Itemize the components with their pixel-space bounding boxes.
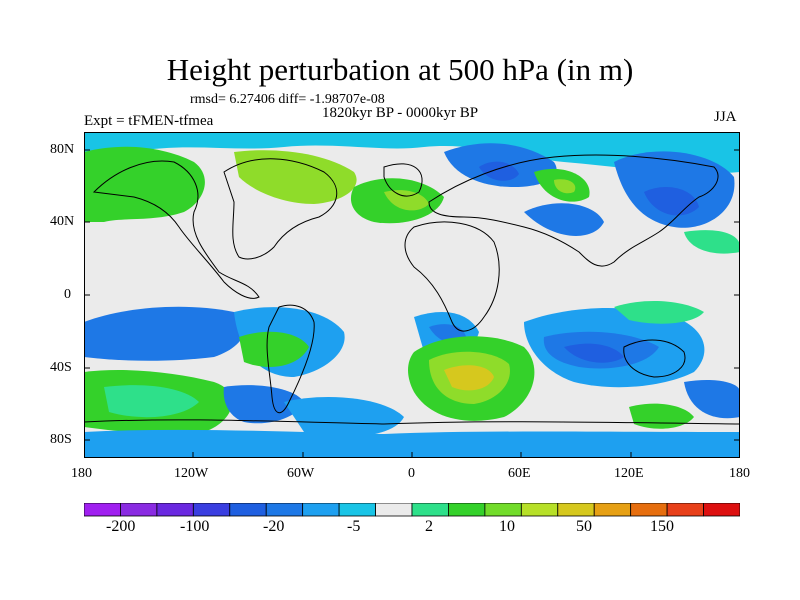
field-contours [84, 132, 740, 458]
period-label: 1820kyr BP - 0000kyr BP [322, 105, 479, 121]
lon-label-60w: 60W [287, 466, 315, 481]
contour-region [84, 132, 740, 174]
contour-region [444, 365, 494, 391]
colorbar-swatch [484, 503, 522, 517]
colorbar-label: -5 [347, 518, 361, 535]
contour-region [524, 203, 604, 236]
stats-label: rmsd= 6.27406 diff= -1.98707e-08 [190, 92, 385, 107]
lat-label-40s: 40S [50, 360, 72, 375]
colorbar-swatch [557, 503, 595, 517]
colorbar-swatch [229, 503, 267, 517]
colorbar [84, 503, 740, 517]
lat-label-80n: 80N [50, 142, 75, 157]
contour-region [84, 429, 740, 458]
contour-region [84, 306, 245, 361]
colorbar-swatch [302, 503, 340, 517]
colorbar-label: 150 [650, 518, 674, 535]
experiment-label: Expt = tFMEN-tfmea [84, 113, 214, 129]
colorbar-swatch [120, 503, 158, 517]
season-label: JJA [714, 109, 737, 125]
colorbar-swatch [703, 503, 740, 517]
colorbar-swatch [630, 503, 668, 517]
colorbar-swatch [448, 503, 486, 517]
lat-ticks [84, 149, 740, 441]
contour-region [554, 179, 576, 194]
contour-region [284, 397, 404, 437]
colorbar-swatch [411, 503, 449, 517]
colorbar-swatch [265, 503, 304, 517]
colorbar-label: 10 [499, 518, 515, 535]
lon-label-0: 0 [408, 466, 415, 481]
contour-region [239, 331, 309, 367]
colorbar-label: -200 [106, 518, 136, 535]
colorbar-swatch [520, 503, 559, 517]
contour-region [614, 300, 704, 324]
lat-label-80s: 80S [50, 432, 72, 447]
lon-label-120w: 120W [174, 466, 209, 481]
contour-region [104, 385, 199, 418]
colorbar-swatch [84, 503, 121, 517]
colorbar-swatch [192, 503, 231, 517]
plot-title: Height perturbation at 500 hPa (in m) [166, 52, 634, 87]
colorbar-label: 50 [576, 518, 592, 535]
contour-map [84, 132, 740, 458]
lon-label-60e: 60E [508, 466, 531, 481]
colorbar-label: 2 [425, 518, 433, 535]
coastlines [84, 154, 740, 425]
contour-region [384, 190, 429, 211]
contour-region [684, 380, 740, 419]
lat-label-0: 0 [64, 287, 71, 302]
lon-label-180e: 180 [729, 466, 750, 481]
colorbar-swatch [666, 503, 704, 517]
colorbar-label: -20 [263, 518, 285, 535]
colorbar-swatch [156, 503, 194, 517]
contour-region [223, 385, 304, 424]
contour-region [564, 343, 624, 363]
lon-label-120e: 120E [614, 466, 644, 481]
contour-region [234, 150, 357, 204]
contour-region [479, 161, 519, 181]
lon-label-180w: 180 [71, 466, 92, 481]
colorbar-label: -100 [180, 518, 210, 535]
contour-region [684, 230, 740, 254]
colorbar-swatch [338, 503, 376, 517]
lon-ticks [192, 452, 632, 458]
colorbar-swatch [593, 503, 632, 517]
lat-label-40n: 40N [50, 214, 75, 229]
contour-region [84, 146, 205, 222]
colorbar-swatch [375, 503, 413, 517]
